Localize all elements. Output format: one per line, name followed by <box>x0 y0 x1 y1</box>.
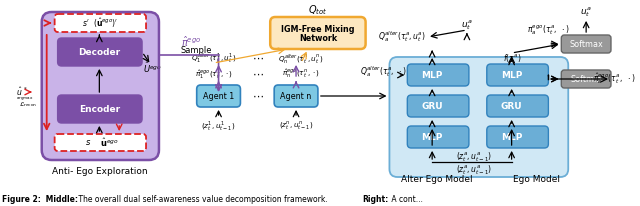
Text: The overall dual self-awareness value decomposition framework.: The overall dual self-awareness value de… <box>76 194 332 204</box>
Text: $(z_t^a, u_{t-1}^a)$: $(z_t^a, u_{t-1}^a)$ <box>456 163 492 177</box>
FancyBboxPatch shape <box>389 57 568 177</box>
Text: A cont...: A cont... <box>389 194 423 204</box>
Text: $\hat{\pi}_1^{ego}(\tau_{t}^1, \cdot)$: $\hat{\pi}_1^{ego}(\tau_{t}^1, \cdot)$ <box>195 67 232 81</box>
Text: Agent 1: Agent 1 <box>203 91 234 101</box>
FancyBboxPatch shape <box>58 38 142 66</box>
Text: $\underset{\mathrm{argmax}}{}$: $\underset{\mathrm{argmax}}{}$ <box>16 94 33 104</box>
FancyBboxPatch shape <box>487 126 548 148</box>
Text: Ego Model: Ego Model <box>513 176 560 185</box>
Text: Softmin: Softmin <box>570 75 602 83</box>
Text: $\hat{\pi}^{ego}$: $\hat{\pi}^{ego}$ <box>181 35 201 49</box>
Text: MLP: MLP <box>422 70 443 80</box>
Text: GRU: GRU <box>421 102 443 110</box>
FancyBboxPatch shape <box>487 95 548 117</box>
Text: $s$: $s$ <box>85 138 92 147</box>
Text: $s'\ \ (\hat{\mathbf{u}}^{ego})'$: $s'\ \ (\hat{\mathbf{u}}^{ego})'$ <box>82 16 118 30</box>
FancyBboxPatch shape <box>196 85 241 107</box>
FancyBboxPatch shape <box>407 95 469 117</box>
FancyBboxPatch shape <box>561 70 611 88</box>
FancyBboxPatch shape <box>54 14 146 32</box>
Text: $\cdots$: $\cdots$ <box>252 53 264 63</box>
FancyBboxPatch shape <box>58 95 142 123</box>
Text: $\hat{u}^{\ *}$: $\hat{u}^{\ *}$ <box>16 86 28 98</box>
Text: $Q_1^{alter}(\tau_t^1, u_t^1)$: $Q_1^{alter}(\tau_t^1, u_t^1)$ <box>191 52 236 65</box>
Text: $(z_t^n, u_{t-1}^n)$: $(z_t^n, u_{t-1}^n)$ <box>279 120 314 132</box>
FancyBboxPatch shape <box>407 126 469 148</box>
Text: $Q_n^{alter}(\tau_t^n, u_t^n)$: $Q_n^{alter}(\tau_t^n, u_t^n)$ <box>278 52 324 64</box>
FancyBboxPatch shape <box>42 12 159 160</box>
Text: $\hat{\mathbf{u}}^{ego}$: $\hat{\mathbf{u}}^{ego}$ <box>100 136 118 149</box>
Text: Figure 2:: Figure 2: <box>2 194 41 204</box>
Text: MLP: MLP <box>422 132 443 142</box>
Text: Sample: Sample <box>181 46 212 55</box>
Text: $Q_{tot}$: $Q_{tot}$ <box>308 3 328 17</box>
Text: $(z_t^1, u_{t-1}^1)$: $(z_t^1, u_{t-1}^1)$ <box>202 119 236 133</box>
Text: Alter Ego Model: Alter Ego Model <box>401 176 473 185</box>
FancyBboxPatch shape <box>270 17 365 49</box>
Text: $u_t^a$: $u_t^a$ <box>580 5 592 19</box>
Text: GRU: GRU <box>501 102 522 110</box>
Text: $Q_a^{alter}(\tau_t^a, u_t^a)$: $Q_a^{alter}(\tau_t^a, u_t^a)$ <box>378 29 426 44</box>
Text: Agent n: Agent n <box>280 91 312 101</box>
Text: $\pi_a^{ego}(\tau_t^a,\ \cdot)$: $\pi_a^{ego}(\tau_t^a,\ \cdot)$ <box>527 23 570 37</box>
Text: Middle:: Middle: <box>43 194 77 204</box>
FancyBboxPatch shape <box>407 64 469 86</box>
Text: $u_t^a$: $u_t^a$ <box>461 18 473 32</box>
Text: Softmax: Softmax <box>569 40 603 48</box>
Text: $\hat{U}^{ego}$: $\hat{U}^{ego}$ <box>143 61 161 75</box>
Text: Right:: Right: <box>363 194 389 204</box>
Text: IGM-Free Mixing: IGM-Free Mixing <box>281 25 355 34</box>
FancyBboxPatch shape <box>54 134 146 151</box>
Text: $\hat{\pi}_n^{ego}(\tau_{t}^n, \cdot)$: $\hat{\pi}_n^{ego}(\tau_{t}^n, \cdot)$ <box>282 68 320 80</box>
Text: MLP: MLP <box>501 132 522 142</box>
Text: $(z_t^a, u_{t-1}^a)$: $(z_t^a, u_{t-1}^a)$ <box>456 150 492 164</box>
Text: MLP: MLP <box>501 70 522 80</box>
FancyBboxPatch shape <box>561 35 611 53</box>
Text: Decoder: Decoder <box>78 48 120 56</box>
Text: Encoder: Encoder <box>79 104 120 114</box>
Text: $\mathcal{L}_{\mathrm{recon}}$: $\mathcal{L}_{\mathrm{recon}}$ <box>19 101 37 109</box>
Text: $\hat{\pi}_a^{ego}(\tau_t^a,\ \cdot)$: $\hat{\pi}_a^{ego}(\tau_t^a,\ \cdot)$ <box>593 71 635 87</box>
Text: $\cdots$: $\cdots$ <box>252 69 264 79</box>
Text: $\cdots$: $\cdots$ <box>252 91 264 101</box>
FancyBboxPatch shape <box>487 64 548 86</box>
Text: $Q_a^{alter}(\tau_t^a,\ \cdot)$: $Q_a^{alter}(\tau_t^a,\ \cdot)$ <box>360 64 406 80</box>
FancyBboxPatch shape <box>274 85 318 107</box>
Text: $f(\tau^a)$: $f(\tau^a)$ <box>503 52 522 64</box>
Text: Anti- Ego Exploration: Anti- Ego Exploration <box>52 167 147 177</box>
Text: Network: Network <box>299 34 337 42</box>
